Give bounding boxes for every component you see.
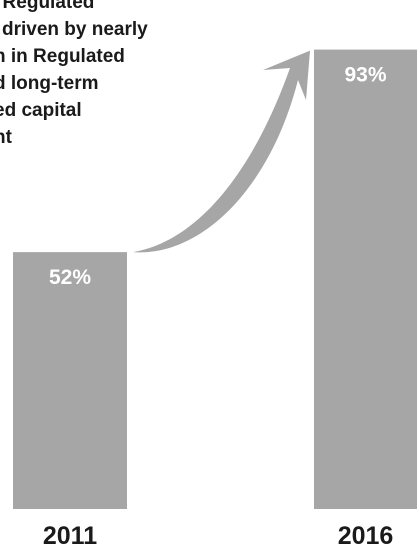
annotation-line-6: nt <box>0 127 13 148</box>
x-tick-label-2011: 2011 <box>43 522 97 550</box>
bar-value-label-2011: 52% <box>49 266 91 289</box>
bar-value-labels: 52% 93% <box>49 64 387 290</box>
annotation-line-3: n in Regulated <box>0 46 125 67</box>
bar-value-label-2016: 93% <box>344 64 386 87</box>
x-tick-label-2016: 2016 <box>338 522 394 550</box>
bar-2011 <box>13 252 127 509</box>
annotation-line-4: d long-term <box>0 73 99 94</box>
growth-arrow <box>133 50 310 253</box>
annotation-line-1: l Regulated <box>0 0 94 13</box>
bar-2016 <box>314 49 417 510</box>
bars <box>13 49 417 510</box>
x-axis-tick-labels: 2011 2016 <box>43 522 393 550</box>
annotation-line-2: driven by nearly <box>2 19 148 40</box>
annotation-text: l Regulated driven by nearly n in Regulate… <box>0 0 148 148</box>
annotation-line-5: ed capital <box>0 100 82 121</box>
